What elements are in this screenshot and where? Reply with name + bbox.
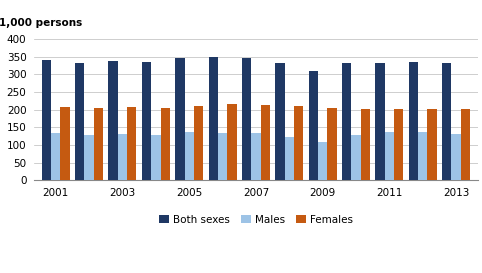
Bar (127, 107, 136, 180)
Bar (375, 63, 385, 180)
Bar (51, 133, 60, 180)
Bar (428, 109, 437, 180)
Bar (218, 133, 227, 180)
Bar (409, 62, 418, 180)
Bar (261, 105, 270, 180)
Bar (175, 58, 185, 180)
Bar (394, 109, 403, 180)
Bar (142, 63, 151, 180)
Bar (342, 64, 351, 180)
Bar (84, 135, 94, 180)
Bar (42, 60, 51, 180)
Bar (251, 133, 261, 180)
Bar (461, 109, 470, 180)
Bar (242, 58, 251, 180)
Bar (161, 108, 170, 180)
Text: 1,000 persons: 1,000 persons (0, 18, 82, 28)
Bar (94, 108, 103, 180)
Bar (452, 134, 461, 180)
Bar (361, 109, 370, 180)
Bar (185, 132, 194, 180)
Bar (227, 104, 237, 180)
Bar (75, 63, 84, 180)
Bar (418, 132, 428, 180)
Bar (209, 57, 218, 180)
Bar (308, 70, 318, 180)
Bar (442, 64, 452, 180)
Bar (385, 132, 394, 180)
Legend: Both sexes, Males, Females: Both sexes, Males, Females (155, 211, 357, 229)
Bar (318, 143, 327, 180)
Bar (327, 108, 337, 180)
Bar (294, 106, 303, 180)
Bar (118, 134, 127, 180)
Bar (151, 135, 161, 180)
Bar (108, 61, 118, 180)
Bar (194, 106, 203, 180)
Bar (285, 137, 294, 180)
Bar (351, 135, 361, 180)
Bar (275, 63, 285, 180)
Bar (60, 107, 70, 180)
